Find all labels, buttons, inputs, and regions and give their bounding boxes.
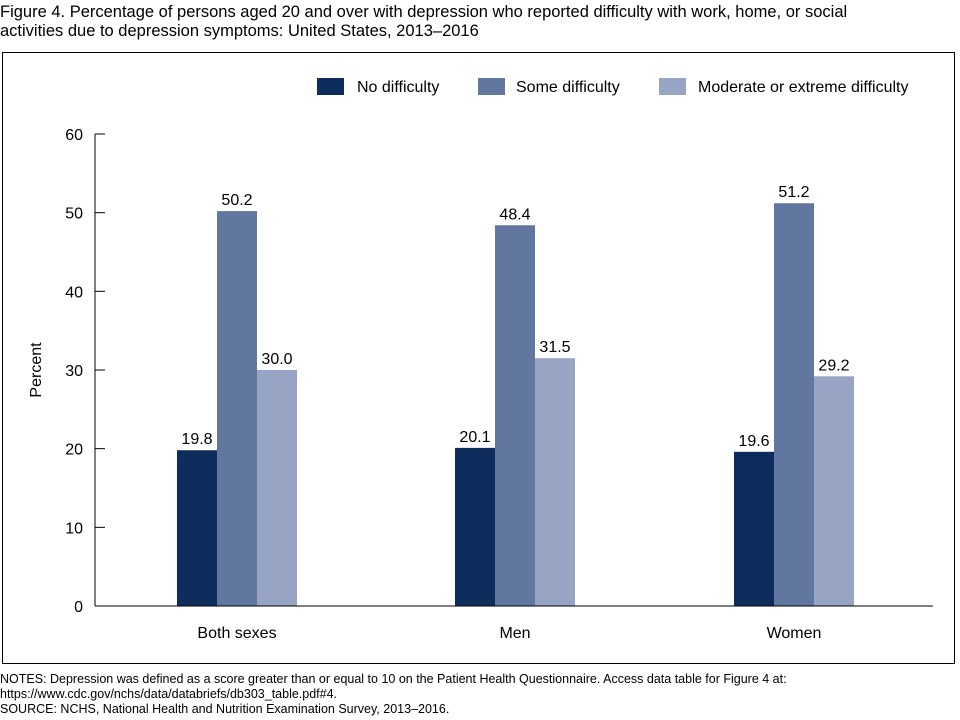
figure-notes: NOTES: Depression was defined as a score… — [0, 672, 958, 717]
bar-both-sexes-1 — [217, 211, 257, 607]
chart-frame: No difficulty Some difficulty Moderate or … — [2, 52, 955, 664]
y-tick-label-0: 0 — [74, 599, 83, 616]
bar-women-2 — [814, 376, 854, 606]
bar-both-sexes-2 — [257, 370, 297, 606]
source-line: SOURCE: NCHS, National Health and Nutrit… — [0, 702, 450, 716]
legend-swatch-2 — [659, 78, 686, 95]
bar-men-2 — [535, 358, 575, 606]
data-label-women-1: 51.2 — [778, 184, 809, 201]
bar-series: 19.8 50.2 30.0 20.1 48.4 31.5 19.6 51.2 29.2 — [177, 184, 854, 607]
y-tick-label-20: 20 — [65, 442, 83, 459]
y-tick-label-30: 30 — [65, 363, 83, 380]
legend-swatch-0 — [317, 78, 344, 95]
data-label-men-1: 48.4 — [499, 206, 530, 223]
y-axis-title: Percent — [28, 342, 45, 398]
chart-legend: No difficulty Some difficulty Moderate or … — [317, 78, 908, 96]
bar-women-1 — [774, 203, 814, 606]
data-label-women-2: 29.2 — [818, 357, 849, 374]
figure-title-line-1: Figure 4. Percentage of persons aged 20 … — [0, 3, 848, 21]
legend-label-1: Some difficulty — [516, 79, 620, 96]
data-label-men-0: 20.1 — [459, 429, 490, 446]
notes-line-2: https://www.cdc.gov/nchs/data/databriefs… — [0, 687, 338, 701]
notes-line-1: NOTES: Depression was defined as a score… — [0, 672, 787, 686]
bar-women-0 — [734, 451, 774, 606]
data-label-men-2: 31.5 — [539, 339, 570, 356]
y-axis: 0 10 20 30 40 50 60 Percent — [28, 127, 105, 616]
bar-men-0 — [455, 447, 495, 606]
data-label-both-sexes-0: 19.8 — [181, 431, 212, 448]
data-label-both-sexes-2: 30.0 — [261, 351, 292, 368]
x-tick-label-women: Women — [767, 625, 822, 642]
figure-title: Figure 4. Percentage of persons aged 20 … — [0, 3, 958, 41]
x-tick-label-both-sexes: Both sexes — [197, 625, 276, 642]
data-label-women-0: 19.6 — [738, 433, 769, 450]
y-tick-label-10: 10 — [65, 520, 83, 537]
y-tick-label-60: 60 — [65, 127, 83, 144]
y-tick-label-40: 40 — [65, 284, 83, 301]
figure-title-line-2: activities due to depression symptoms: U… — [0, 22, 479, 40]
bar-both-sexes-0 — [177, 450, 217, 606]
bar-men-1 — [495, 225, 535, 606]
data-label-both-sexes-1: 50.2 — [221, 192, 252, 209]
bar-chart: No difficulty Some difficulty Moderate or … — [28, 78, 933, 642]
legend-label-2: Moderate or extreme difficulty — [698, 79, 908, 96]
legend-swatch-1 — [478, 78, 505, 95]
y-tick-label-50: 50 — [65, 206, 83, 223]
x-axis: Both sexes Men Women — [95, 605, 933, 642]
legend-label-0: No difficulty — [357, 79, 439, 96]
x-tick-label-men: Men — [499, 625, 530, 642]
